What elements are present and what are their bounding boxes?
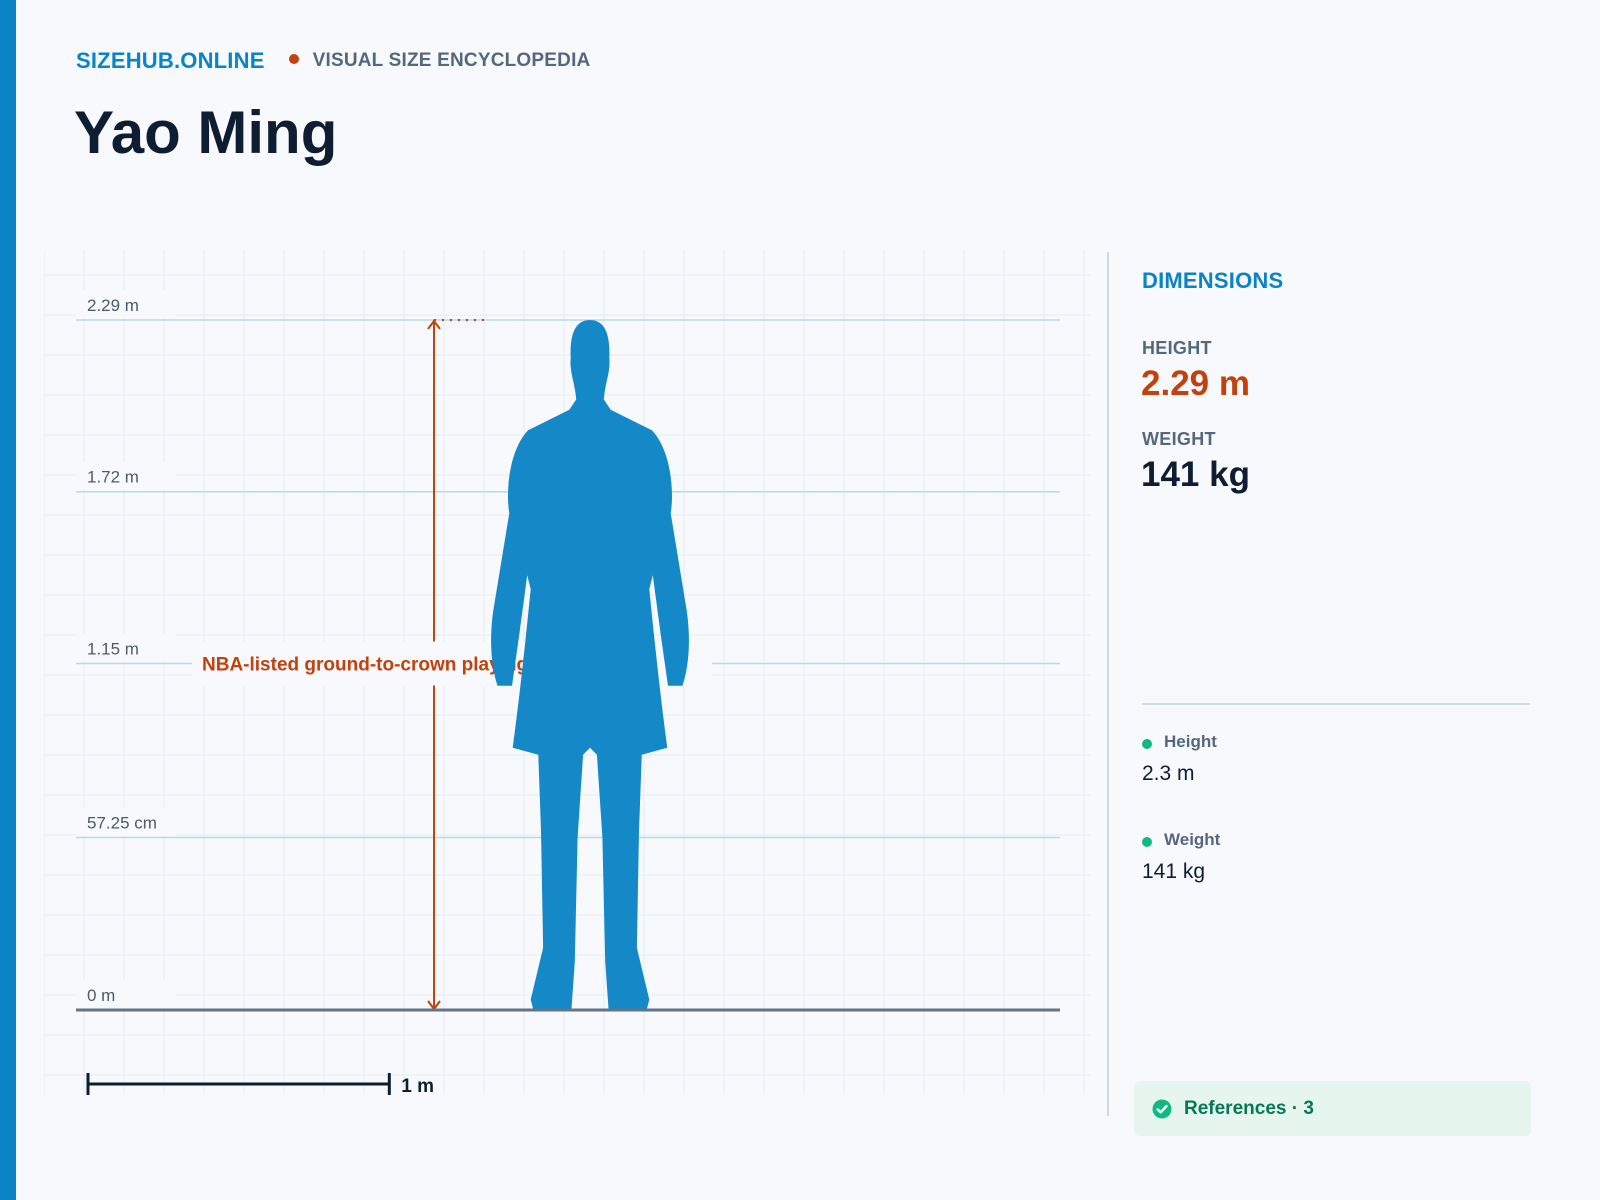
height-label: HEIGHT bbox=[1142, 338, 1212, 358]
tick-label: 57.25 cm bbox=[87, 814, 157, 833]
stat-name: Height bbox=[1164, 732, 1217, 751]
panel-divider-vertical bbox=[1107, 252, 1109, 1116]
stat-value: 141 kg bbox=[1142, 860, 1206, 883]
page-title: Yao Ming bbox=[74, 99, 338, 166]
tick-label-bg bbox=[76, 633, 176, 662]
tick-label-bg bbox=[76, 980, 176, 1008]
references-label: References · 3 bbox=[1184, 1097, 1314, 1119]
dimensions-heading: DIMENSIONS bbox=[1142, 268, 1284, 293]
tick-label: 1.15 m bbox=[87, 639, 139, 658]
chart-tick-labels: 2.29 m 1.72 m 1.15 m 57.25 cm 0 m bbox=[76, 290, 176, 1008]
stat-weight: Weight 141 kg bbox=[1142, 829, 1522, 884]
references-button[interactable]: References · 3 bbox=[1134, 1081, 1531, 1136]
tick-label: 1.72 m bbox=[87, 468, 139, 487]
brand-header: SIZEHUB.ONLINE VISUAL SIZE ENCYCLOPEDIA bbox=[76, 46, 590, 76]
person-silhouette-shape bbox=[491, 320, 689, 1010]
status-dot-icon bbox=[1142, 739, 1152, 749]
tick-label: 2.29 m bbox=[87, 296, 139, 315]
brand-accent-bar bbox=[0, 0, 16, 1200]
stat-height: Height 2.3 m bbox=[1142, 731, 1522, 786]
tick-label-bg bbox=[76, 290, 176, 318]
scale-bar: 1 m bbox=[86, 1073, 434, 1097]
check-circle-icon bbox=[1152, 1099, 1172, 1119]
chart-svg: 2.29 m1.72 m1.15 m57.25 cm0 m NBA-listed… bbox=[44, 250, 1090, 1097]
person-silhouette-icon bbox=[491, 320, 689, 1010]
stat-name: Weight bbox=[1164, 830, 1221, 849]
site-tagline: VISUAL SIZE ENCYCLOPEDIA bbox=[312, 50, 591, 71]
weight-label: WEIGHT bbox=[1142, 429, 1216, 449]
tick-label-bg bbox=[76, 807, 176, 836]
tick-label: 0 m bbox=[87, 986, 115, 1005]
stat-value: 2.3 m bbox=[1142, 762, 1195, 785]
height-value: 2.29 m bbox=[1141, 364, 1250, 403]
size-comparison-chart: 2.29 m 1.72 m 1.15 m 57.25 cm 0 m NBA-listed… bbox=[44, 250, 1090, 1116]
scale-bar-label: 1 m bbox=[401, 1076, 434, 1097]
status-dot-icon bbox=[1142, 837, 1152, 847]
site-logo-text[interactable]: SIZEHUB.ONLINE bbox=[76, 48, 265, 73]
separator-dot-icon bbox=[288, 54, 299, 64]
tick-label-bg bbox=[76, 461, 176, 490]
weight-value: 141 kg bbox=[1141, 455, 1250, 494]
panel-divider bbox=[1142, 703, 1530, 705]
